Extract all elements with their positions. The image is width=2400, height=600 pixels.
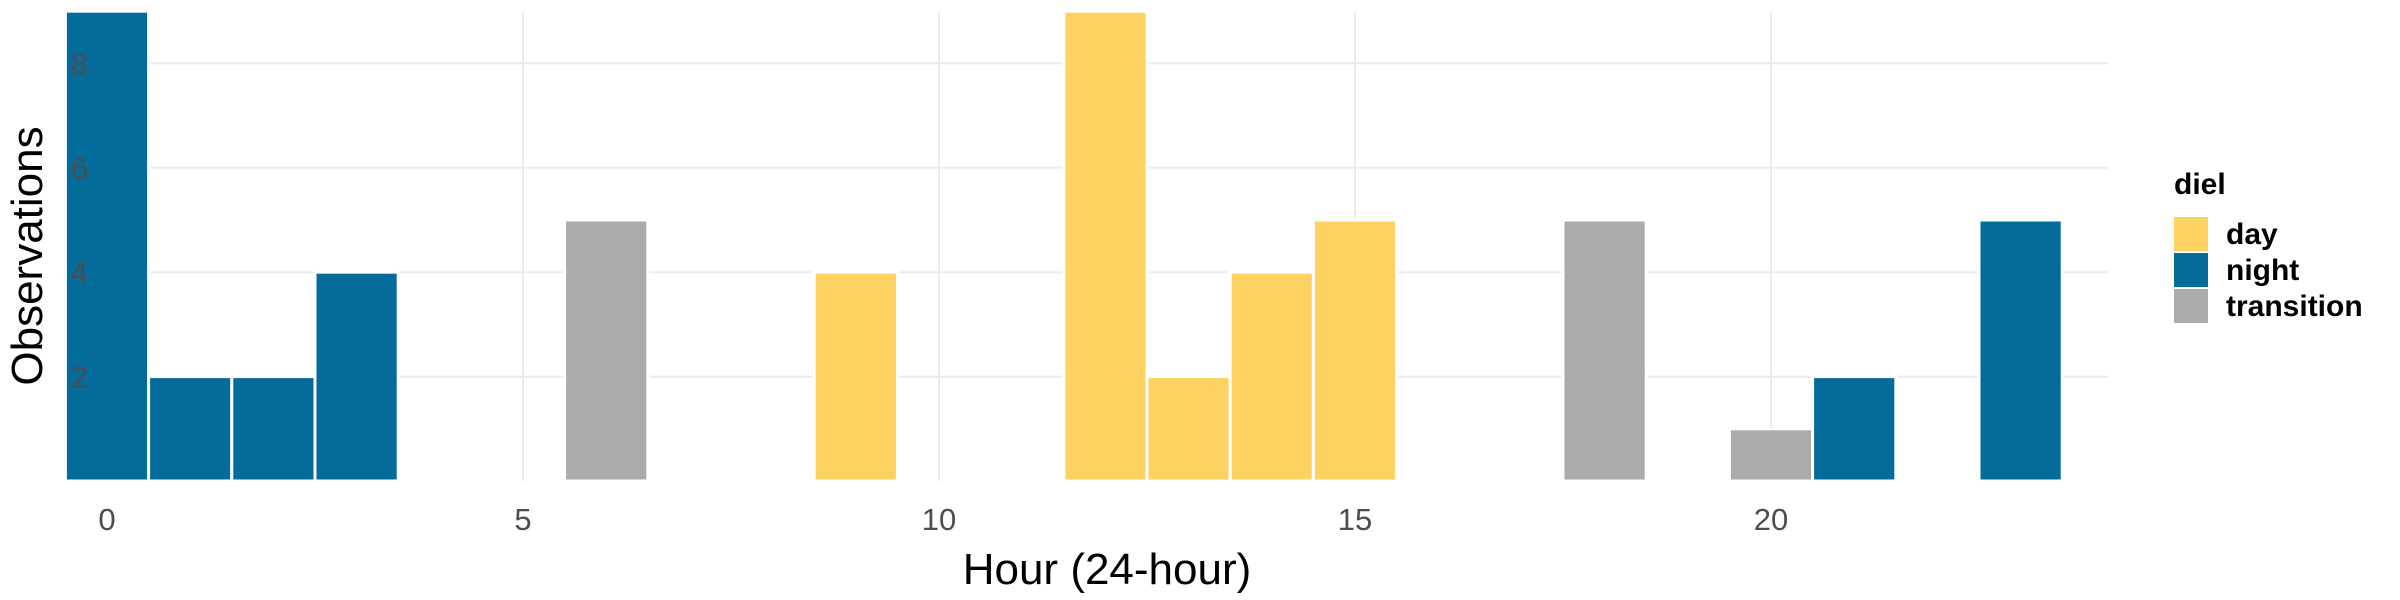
x-axis-title: Hour (24-hour) [963, 545, 1252, 594]
y-tick-label: 6 [71, 151, 88, 186]
legend-key-transition [2174, 289, 2208, 323]
y-tick-label: 2 [71, 360, 88, 395]
bar-hour-21 [1811, 375, 1898, 483]
legend-title: diel [2174, 168, 2226, 201]
bar-hour-15 [1311, 218, 1399, 483]
legend-label-night: night [2226, 254, 2299, 287]
bar-hour-9 [812, 270, 899, 483]
bars [63, 9, 2064, 483]
bar-hour-14 [1228, 270, 1315, 483]
x-axis-ticks: 0 5 10 15 20 [98, 502, 1788, 537]
y-tick-label: 8 [71, 46, 88, 81]
bar-hour-0 [63, 9, 151, 483]
bar-hour-20 [1727, 427, 1815, 483]
y-axis-title: Observations [3, 126, 52, 385]
y-tick-label: 4 [71, 255, 88, 290]
bar-hour-6 [563, 218, 650, 483]
bar-hour-23 [1977, 218, 2064, 483]
legend-label-transition: transition [2226, 290, 2363, 323]
x-tick-label: 20 [1754, 502, 1788, 537]
x-tick-label: 15 [1338, 502, 1372, 537]
bar-hour-2 [230, 375, 317, 483]
legend-key-day [2174, 217, 2208, 251]
bar-hour-18 [1561, 218, 1648, 483]
y-axis-ticks: 2 4 6 8 [71, 46, 88, 394]
x-tick-label: 10 [922, 502, 956, 537]
x-tick-label: 0 [98, 502, 115, 537]
bar-hour-13 [1145, 375, 1232, 483]
legend-key-night [2174, 253, 2208, 287]
bar-hour-1 [147, 375, 234, 483]
legend-label-day: day [2226, 218, 2278, 251]
bar-hour-3 [313, 270, 400, 483]
x-tick-label: 5 [514, 502, 531, 537]
bar-hour-12 [1062, 9, 1149, 483]
